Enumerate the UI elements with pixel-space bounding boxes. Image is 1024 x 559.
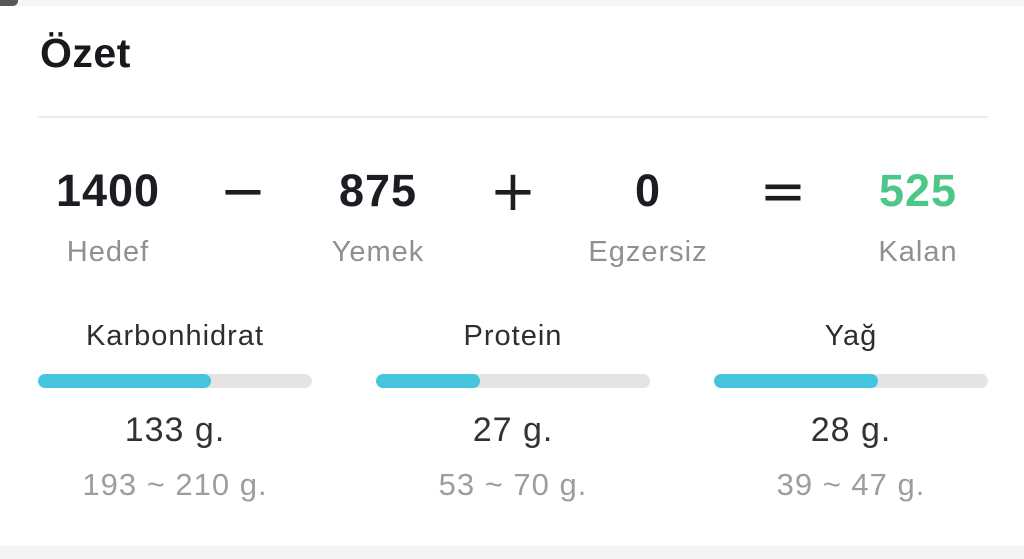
- stat-exercise: 0 Egzersiz: [578, 168, 718, 270]
- stat-food: 875 Yemek: [308, 168, 448, 270]
- protein-progressbar-fill: [376, 374, 481, 388]
- fat-progressbar: [714, 374, 988, 388]
- carbs-progressbar-fill: [38, 374, 211, 388]
- stat-goal: 1400 Hedef: [38, 168, 178, 270]
- exercise-value: 0: [634, 165, 662, 216]
- goal-label: Hedef: [66, 236, 150, 268]
- carbs-title: Karbonhidrat: [85, 320, 265, 352]
- title-divider: [38, 116, 988, 118]
- fat-range: 39 ~ 47 g.: [776, 467, 926, 502]
- carbs-progressbar: [38, 374, 312, 388]
- screen-corner-artifact: [0, 0, 18, 6]
- remaining-value: 525: [878, 165, 958, 216]
- protein-title: Protein: [463, 320, 563, 352]
- macro-carbs: Karbonhidrat 133 g. 193 ~ 210 g.: [38, 318, 312, 504]
- summary-card: Özet 1400 Hedef − 875 Yemek + 0 Egzersiz…: [0, 6, 1024, 504]
- page-top-edge: [0, 0, 1024, 6]
- stat-remaining: 525 Kalan: [848, 168, 988, 270]
- page-bottom-edge: [0, 546, 1024, 559]
- macros-row: Karbonhidrat 133 g. 193 ~ 210 g. Protein…: [38, 318, 988, 504]
- exercise-label: Egzersiz: [588, 236, 708, 268]
- fat-value: 28 g.: [810, 411, 892, 449]
- macro-protein: Protein 27 g. 53 ~ 70 g.: [376, 318, 650, 504]
- fat-progressbar-fill: [714, 374, 879, 388]
- macro-fat: Yağ 28 g. 39 ~ 47 g.: [714, 318, 988, 504]
- fat-title: Yağ: [824, 320, 878, 352]
- food-label: Yemek: [331, 236, 425, 268]
- food-value: 875: [338, 165, 418, 216]
- calorie-equation: 1400 Hedef − 875 Yemek + 0 Egzersiz = 52…: [38, 158, 988, 270]
- plus-icon: +: [489, 158, 537, 224]
- carbs-range: 193 ~ 210 g.: [82, 467, 268, 502]
- goal-value: 1400: [55, 165, 161, 216]
- protein-progressbar: [376, 374, 650, 388]
- remaining-label: Kalan: [878, 236, 958, 268]
- equals-icon: =: [759, 158, 807, 224]
- protein-range: 53 ~ 70 g.: [438, 467, 588, 502]
- carbs-value: 133 g.: [124, 411, 226, 449]
- page-title: Özet: [40, 30, 131, 76]
- minus-icon: −: [219, 158, 267, 224]
- protein-value: 27 g.: [472, 411, 554, 449]
